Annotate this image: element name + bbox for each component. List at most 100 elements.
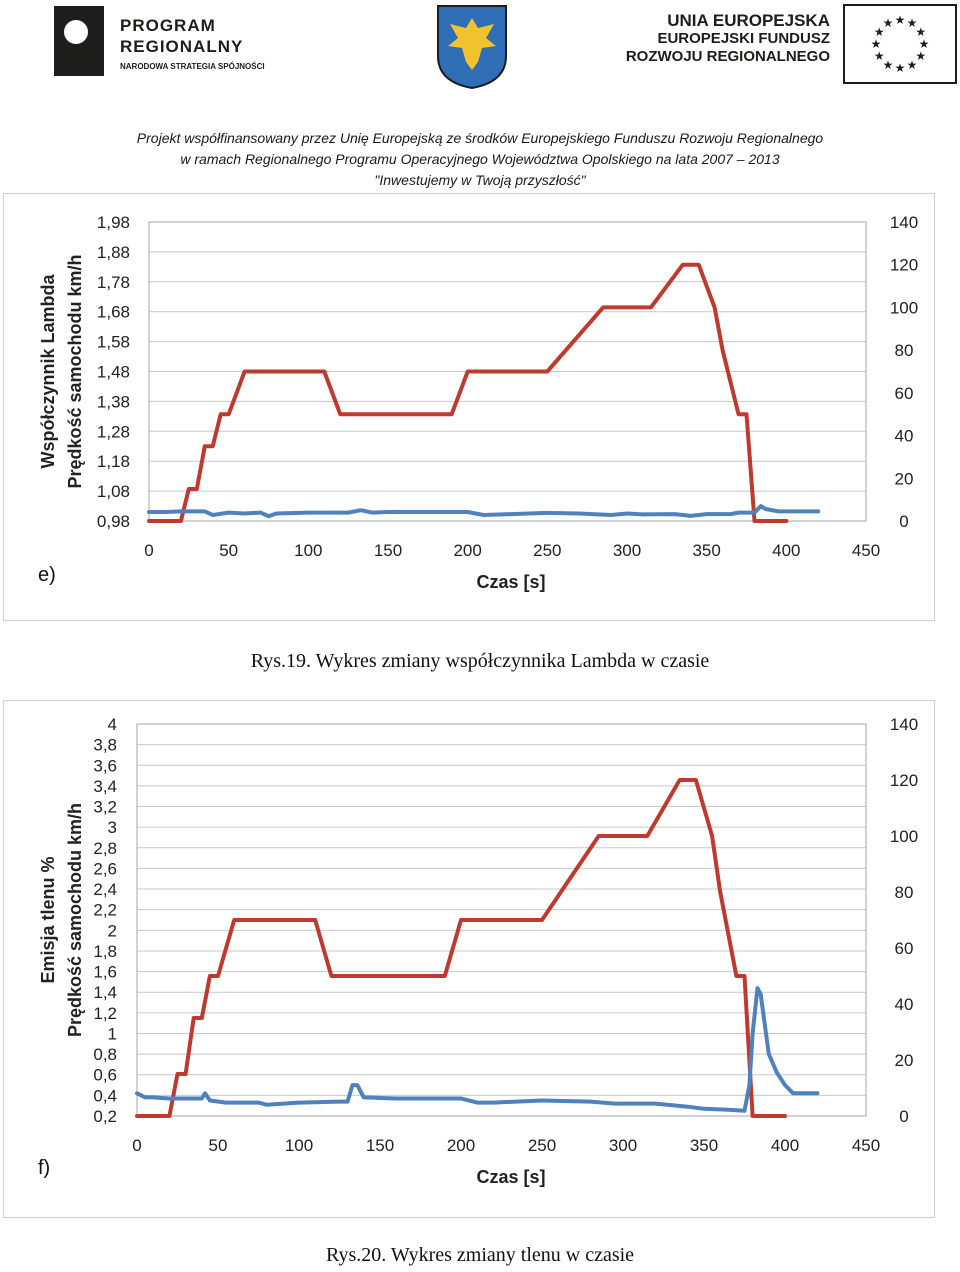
y-left-tick-label: 0,2 (93, 1107, 117, 1126)
y-left-tick-label: 2,2 (93, 901, 117, 920)
y-right-tick-label: 140 (890, 213, 918, 232)
y-left-tick-label: 4 (108, 715, 117, 734)
y-right-tick-label: 40 (895, 995, 914, 1014)
x-tick-label: 0 (144, 541, 153, 560)
x-tick-label: 250 (528, 1136, 556, 1155)
y-right-tick-label: 40 (895, 427, 914, 446)
y-right-tick-label: 60 (895, 384, 914, 403)
x-tick-label: 300 (613, 541, 641, 560)
y-left-tick-label: 3,4 (93, 777, 117, 796)
eu-star-icon: ★ (907, 16, 918, 30)
caption-rys19: Rys.19. Wykres zmiany współczynnika Lamb… (250, 650, 710, 672)
x-tick-label: 100 (294, 541, 322, 560)
x-tick-label: 450 (852, 1136, 880, 1155)
logo-right-line3: ROZWOJU REGIONALNEGO (625, 48, 830, 65)
y-left-tick-label: 2,4 (93, 880, 117, 899)
chart-panel-f: 0,2 0,4 0,6 0,8 1 1,2 1,4 1,6 1,8 2 2,2 2,4 2,6 2,8 3 3… (3, 700, 935, 1218)
x-tick-label: 400 (772, 541, 800, 560)
y-left-tick-label: 1,58 (97, 333, 130, 352)
y-left-tick-label: 0,98 (97, 512, 130, 531)
x-tick-label: 350 (692, 541, 720, 560)
eu-logo-text: UNIA EUROPEJSKA EUROPEJSKI FUNDUSZ ROZWO… (626, 12, 830, 66)
y-right-tick-label: 100 (890, 298, 918, 317)
y-left-tick-label: 2,6 (93, 859, 117, 878)
y-right-tick-label: 20 (895, 1051, 914, 1070)
logo-left-line1: PROGRAM (120, 16, 216, 35)
program-regionalny-logo: PROGRAM REGIONALNY NARODOWA STRATEGIA SP… (52, 6, 292, 80)
y-left-tick-label: 1,68 (97, 303, 130, 322)
x-tick-label: 0 (132, 1136, 141, 1155)
speed-series-line (135, 778, 787, 1118)
y-left-axis-label-speed: Prędkość samochodu km/h (65, 254, 85, 488)
y-left-tick-label: 1 (108, 1024, 117, 1043)
logo-right-line2: EUROPEJSKI FUNDUSZ (657, 30, 830, 47)
plot-area (136, 723, 867, 1117)
y-left-tick-label: 2,8 (93, 839, 117, 858)
x-axis-label: Czas [s] (476, 1167, 545, 1187)
x-tick-label: 200 (453, 541, 481, 560)
y-left-tick-label: 1,18 (97, 452, 130, 471)
panel-label-f: f) (38, 1157, 51, 1179)
y-left-tick-label: 1,78 (97, 273, 130, 292)
x-tick-label: 450 (852, 541, 880, 560)
program-regionalny-mark-icon (54, 6, 104, 76)
header-line-2: w ramach Regionalnego Programu Operacyjn… (180, 151, 780, 167)
y-left-tick-label: 1,08 (97, 482, 130, 501)
y-left-tick-label: 0,6 (93, 1066, 117, 1085)
eu-star-icon: ★ (895, 61, 906, 75)
y-left-tick-label: 3,2 (93, 798, 117, 817)
y-right-tick-label: 0 (899, 1107, 908, 1126)
eu-star-icon: ★ (871, 37, 882, 51)
panel-label-e: e) (38, 564, 56, 586)
x-tick-label: 200 (447, 1136, 475, 1155)
oxygen-chart: 0,20,40,60,811,21,41,61,822,22,42,62,833… (38, 715, 918, 1187)
y-left-tick-label: 3 (108, 818, 117, 837)
logo-left-line2: REGIONALNY (120, 37, 244, 56)
y-left-tick-label: 1,6 (93, 963, 117, 982)
x-tick-label: 100 (285, 1136, 313, 1155)
caption-rys20: Rys.20. Wykres zmiany tlenu w czasie (325, 1244, 635, 1266)
y-right-tick-label: 120 (890, 771, 918, 790)
logo-left-line3: NARODOWA STRATEGIA SPÓJNOŚCI (120, 62, 265, 71)
eu-flag-icon: ★ ★ ★ ★ ★ ★ ★ ★ ★ ★ ★ ★ (843, 4, 957, 84)
y-left-tick-label: 1,8 (93, 942, 117, 961)
eu-star-icon: ★ (915, 25, 926, 39)
y-left-tick-label: 1,2 (93, 1004, 117, 1023)
plot-area (148, 221, 867, 522)
y-right-tick-label: 80 (895, 883, 914, 902)
y-left-tick-label: 0,8 (93, 1045, 117, 1064)
y-right-tick-label: 0 (899, 512, 908, 531)
x-tick-label: 350 (690, 1136, 718, 1155)
lambda-chart: 0,98 1,08 1,18 1,28 1,38 1,48 1,58 1,68 1,78 1,88… (38, 213, 918, 592)
x-tick-label: 50 (209, 1136, 228, 1155)
eu-star-icon: ★ (915, 49, 926, 63)
coat-of-arms-icon (437, 5, 507, 90)
y-left-tick-label: 2 (108, 921, 117, 940)
x-axis-label: Czas [s] (476, 572, 545, 592)
y-left-tick-label: 1,38 (97, 392, 130, 411)
header-line-1: Projekt współfinansowany przez Unię Euro… (136, 130, 824, 146)
y-left-tick-label: 3,6 (93, 756, 117, 775)
y-right-tick-label: 140 (890, 715, 918, 734)
y-left-tick-label: 0,4 (93, 1086, 117, 1105)
eu-star-icon: ★ (895, 13, 906, 27)
eu-star-icon: ★ (907, 58, 918, 72)
eu-star-icon: ★ (883, 58, 894, 72)
x-tick-label: 50 (219, 541, 238, 560)
x-tick-label: 250 (533, 541, 561, 560)
speed-series-line (147, 262, 789, 523)
y-left-tick-label: 3,8 (93, 736, 117, 755)
y-left-axis-label: Emisja tlenu % (38, 856, 58, 983)
y-left-axis-label: Współczynnik Lambda (38, 273, 58, 468)
measurement-series-line (147, 504, 821, 519)
eu-star-icon: ★ (874, 49, 885, 63)
header-line-3: "Inwestujemy w Twoją przyszłość" (374, 172, 586, 188)
y-left-axis-label-speed: Prędkość samochodu km/h (65, 803, 85, 1037)
x-tick-label: 300 (609, 1136, 637, 1155)
chart-panel-e: 0,98 1,08 1,18 1,28 1,38 1,48 1,58 1,68 1,78 1,88… (3, 193, 935, 621)
eu-star-icon: ★ (919, 37, 930, 51)
y-right-tick-label: 120 (890, 256, 918, 275)
x-tick-label: 150 (366, 1136, 394, 1155)
eu-star-icon: ★ (883, 16, 894, 30)
x-tick-label: 400 (771, 1136, 799, 1155)
